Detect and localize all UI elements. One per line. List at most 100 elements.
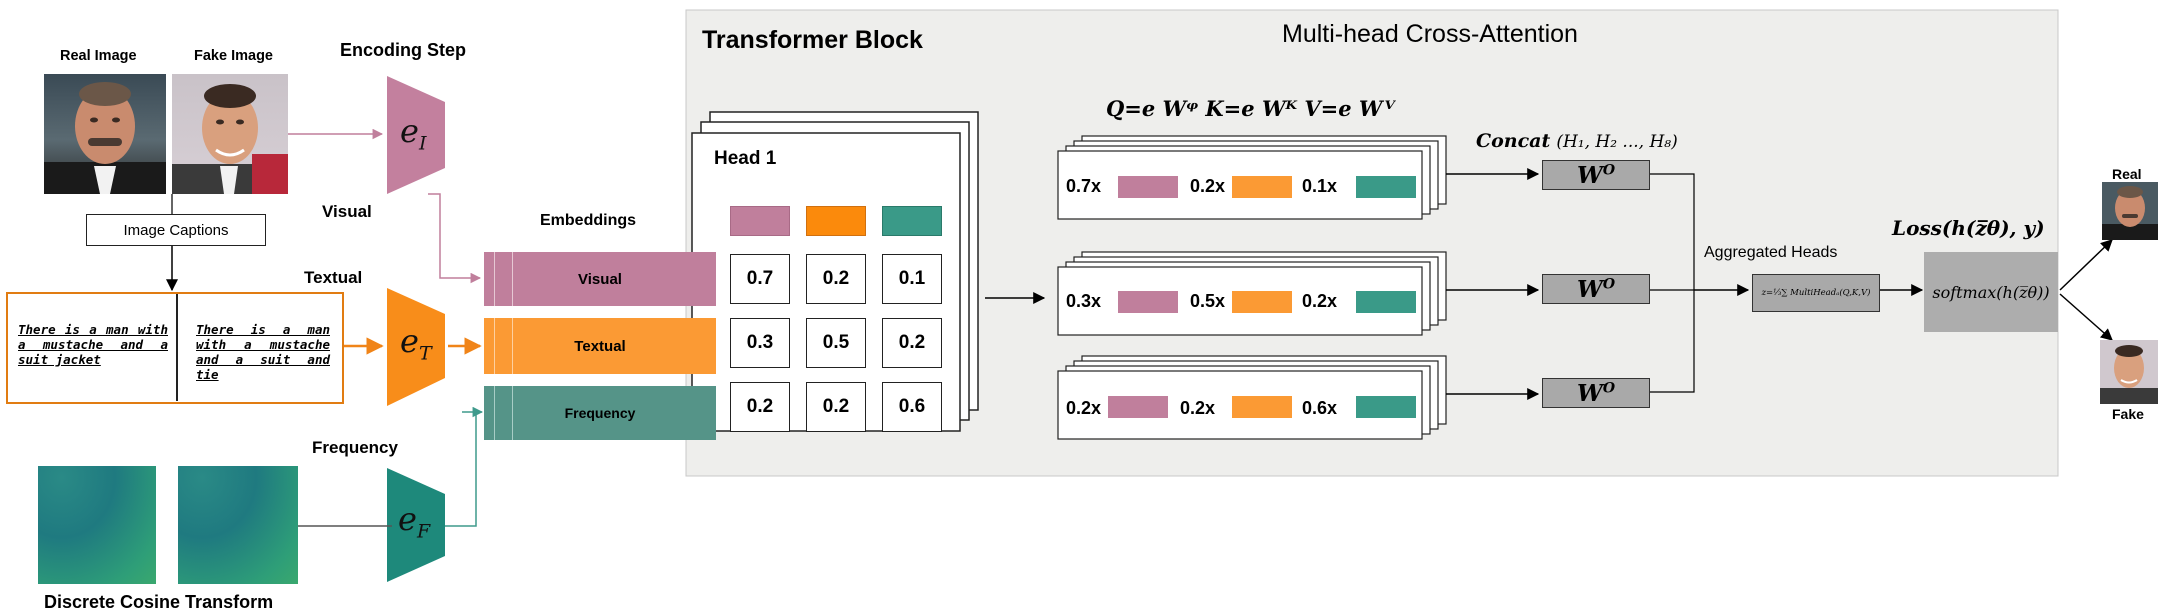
row1-coef-visual: 0.7x	[1066, 176, 1102, 196]
visual-embedding-sep-1	[494, 252, 495, 306]
wo-box-1: WO	[1542, 160, 1650, 190]
row1-textual-swatch	[1232, 176, 1292, 198]
embeddings-label: Embeddings	[540, 212, 637, 229]
wo-box-2-base: W	[1576, 275, 1603, 303]
row3-visual-swatch	[1108, 396, 1168, 418]
row2-coef-frequency: 0.2x	[1302, 291, 1338, 311]
fake-caption: There is a man with a mustache and a sui…	[196, 322, 330, 382]
qkv-formula: Q=e Wᵠ K=e Wᴷ V=e Wⱽ	[1106, 96, 1393, 121]
text-encoder-label: eT	[400, 322, 432, 364]
head1-textual-swatch	[806, 206, 866, 236]
image-encoder-shape	[387, 76, 445, 194]
textual-embedding-sep-2	[512, 318, 513, 374]
textual-embedding-label: Textual	[574, 337, 626, 355]
wo-box-3-label: WO	[1577, 380, 1615, 407]
head1-frequency-swatch	[882, 206, 942, 236]
wo-box-2-label: WO	[1577, 276, 1615, 303]
row1-visual-swatch	[1118, 176, 1178, 198]
row2-visual-swatch	[1118, 291, 1178, 313]
row2-frequency-swatch	[1356, 291, 1416, 313]
visual-label: Visual	[322, 202, 372, 221]
concat-args: (H₁, H₂ ..., H₈)	[1556, 132, 1678, 152]
real-face-image	[44, 74, 166, 194]
dct-fake-image	[178, 466, 298, 584]
arrow-softmax-to-real	[2059, 239, 2113, 291]
text-encoder-shape	[387, 288, 445, 406]
visual-embedding-sep-2	[512, 252, 513, 306]
row2-coef-visual: 0.3x	[1066, 291, 1102, 311]
arrow-softmax-to-fake	[2059, 293, 2113, 341]
encoding-step-label: Encoding Step	[340, 40, 466, 60]
wo-box-3: WO	[1542, 378, 1650, 408]
image-captions-label: Image Captions	[123, 221, 229, 239]
row1-coef-frequency: 0.1x	[1302, 176, 1338, 196]
head1-cell-1-0: 0.3	[730, 318, 790, 368]
image-encoder-label: eI	[400, 112, 426, 154]
wo-box-3-sup: O	[1602, 379, 1616, 396]
wo-box-1-sup: O	[1602, 161, 1616, 178]
frequency-embedding-sep-2	[512, 386, 513, 440]
softmax-box: softmax(h(z̅θ))	[1924, 252, 2058, 332]
fake-output-image	[2100, 340, 2158, 404]
head1-visual-swatch	[730, 206, 790, 236]
arrow-encoder-to-visual	[428, 193, 482, 284]
textual-embedding-sep-1	[494, 318, 495, 374]
freq-encoder-sub: F	[416, 520, 431, 543]
real-image-label: Real Image	[60, 48, 137, 64]
head1-cell-0-0: 0.7	[730, 254, 790, 304]
image-encoder-sub: I	[418, 132, 427, 155]
freq-encoder-label: eF	[398, 500, 430, 542]
head1-cell-2-2: 0.6	[882, 382, 942, 432]
freq-encoder-base: e	[398, 500, 417, 538]
row1-frequency-swatch	[1356, 176, 1416, 198]
textual-embedding: Textual	[484, 318, 716, 374]
visual-embedding: Visual	[484, 252, 716, 306]
concat-formula: Concat (H₁, H₂ ..., H₈)	[1476, 130, 1678, 152]
aggregated-heads-label: Aggregated Heads	[1704, 244, 1838, 261]
real-output-label: Real	[2112, 166, 2142, 182]
wo-box-3-base: W	[1576, 379, 1603, 407]
transformer-block-title: Transformer Block	[702, 26, 923, 54]
freq-encoder-shape	[387, 468, 445, 582]
head1-cell-2-0: 0.2	[730, 382, 790, 432]
fake-image-label: Fake Image	[194, 48, 273, 64]
text-encoder-sub: T	[418, 342, 432, 365]
head1-label: Head 1	[714, 148, 777, 169]
head1-cell-0-2: 0.1	[882, 254, 942, 304]
row3-coef-textual: 0.2x	[1180, 398, 1216, 418]
wo-box-1-base: W	[1576, 161, 1603, 189]
row3-coef-visual: 0.2x	[1066, 398, 1102, 418]
row2-textual-swatch	[1232, 291, 1292, 313]
frequency-embedding: Frequency	[484, 386, 716, 440]
arrow-encoder-to-frequency	[445, 411, 480, 527]
row2-coef-textual: 0.5x	[1190, 291, 1226, 311]
softmax-formula: softmax(h(z̅θ))	[1932, 282, 2050, 302]
fake-face-image	[172, 74, 288, 194]
head1-cell-2-1: 0.2	[806, 382, 866, 432]
dct-label: Discrete Cosine Transform	[44, 592, 274, 612]
concat-word: Concat	[1476, 130, 1551, 152]
aggregate-formula: z=⅓∑ MultiHeadₐ(Q,K,V)	[1761, 288, 1871, 298]
loss-formula: Loss(h(z̅θ), y)	[1892, 216, 2045, 240]
row3-frequency-swatch	[1356, 396, 1416, 418]
wo-box-1-label: WO	[1577, 162, 1615, 189]
real-output-image	[2102, 182, 2158, 240]
head1-cell-0-1: 0.2	[806, 254, 866, 304]
line-wo1-join	[1650, 173, 1695, 393]
captions-divider	[176, 294, 178, 401]
row1-coef-textual: 0.2x	[1190, 176, 1226, 196]
frequency-label: Frequency	[312, 438, 398, 457]
captions-box: There is a man with a mustache and a sui…	[6, 292, 344, 404]
visual-embedding-label: Visual	[578, 270, 622, 288]
head1-cell-1-2: 0.2	[882, 318, 942, 368]
head1-cell-1-1: 0.5	[806, 318, 866, 368]
image-encoder-base: e	[400, 112, 419, 150]
frequency-embedding-label: Frequency	[564, 405, 636, 421]
row3-textual-swatch	[1232, 396, 1292, 418]
wo-box-2: WO	[1542, 274, 1650, 304]
textual-label: Textual	[304, 268, 363, 287]
real-caption: There is a man with a mustache and a sui…	[18, 322, 168, 367]
row3-coef-frequency: 0.6x	[1302, 398, 1338, 418]
wo-box-2-sup: O	[1602, 275, 1616, 292]
